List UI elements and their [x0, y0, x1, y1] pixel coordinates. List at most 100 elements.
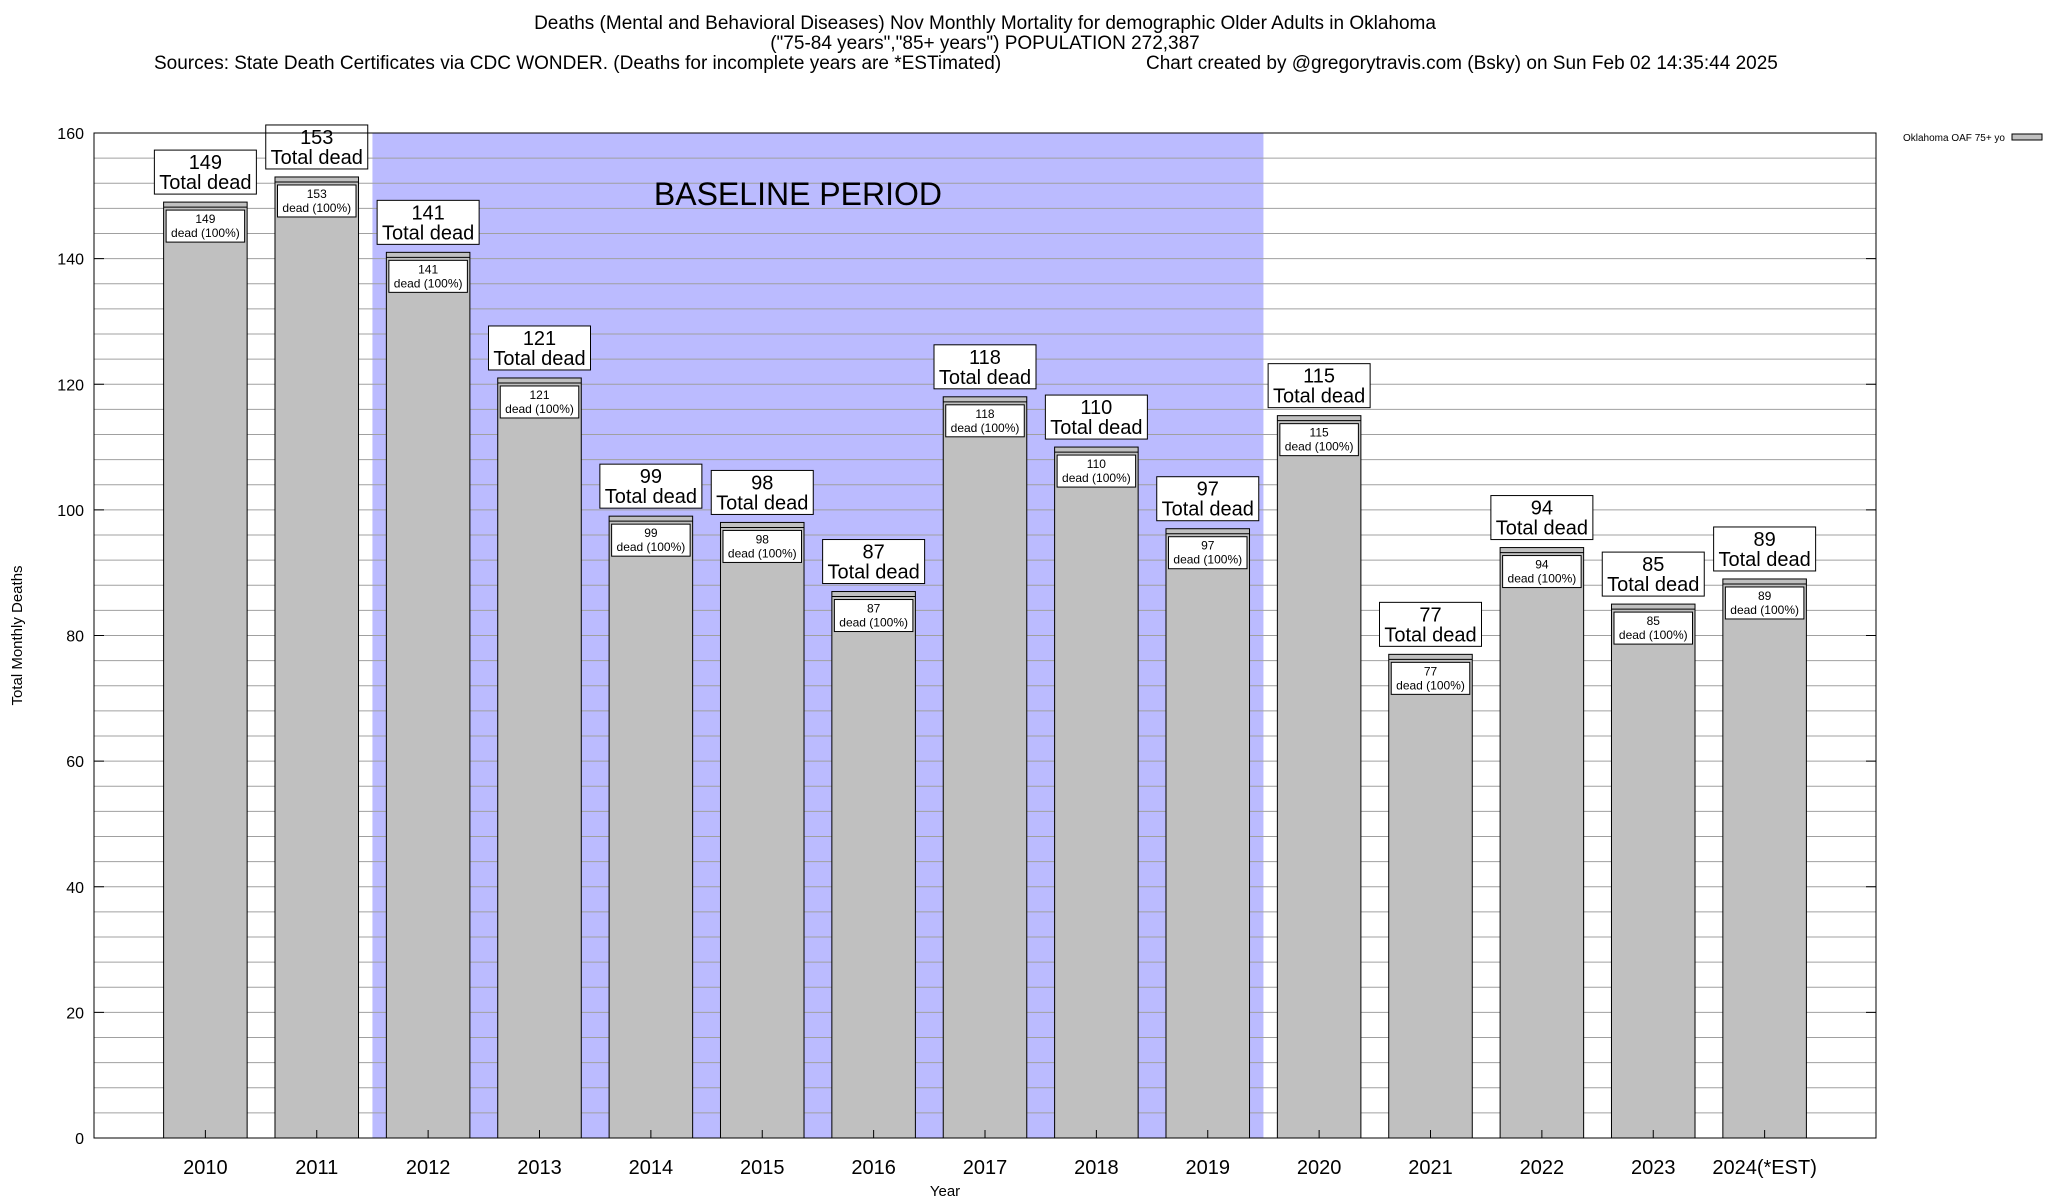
- inner-label-text: dead (100%): [505, 402, 574, 416]
- total-label-text: Total dead: [716, 492, 808, 514]
- total-label-text: Total dead: [1273, 386, 1365, 408]
- total-label-value: 149: [189, 152, 222, 174]
- total-label-value: 77: [1419, 604, 1441, 626]
- x-tick-label: 2016: [851, 1157, 896, 1179]
- y-tick-label: 100: [57, 503, 84, 520]
- x-tick-label: 2018: [1074, 1157, 1119, 1179]
- inner-label-text: dead (100%): [171, 226, 240, 240]
- x-tick-label: 2020: [1297, 1157, 1342, 1179]
- y-tick-label: 120: [57, 377, 84, 394]
- bar: [1165, 528, 1251, 1139]
- inner-label-value: 141: [418, 262, 438, 276]
- inner-label-text: dead (100%): [1173, 553, 1242, 567]
- y-tick-label: 0: [75, 1131, 84, 1148]
- inner-label-box: [388, 259, 468, 293]
- total-label-box: [599, 463, 703, 509]
- total-label-box: [265, 124, 369, 170]
- inner-label-text: dead (100%): [1285, 440, 1354, 454]
- bar: [1276, 415, 1362, 1139]
- total-label-value: 98: [751, 472, 773, 494]
- inner-label-box: [1167, 536, 1248, 570]
- inner-label-value: 77: [1424, 664, 1438, 678]
- total-label-box: [822, 539, 926, 585]
- total-label-text: Total dead: [1162, 499, 1254, 521]
- inner-label-box: [1724, 586, 1805, 620]
- inner-label-text: dead (100%): [1062, 471, 1131, 485]
- chart-title: Deaths (Mental and Behavioral Diseases) …: [534, 13, 1436, 34]
- inner-label-box: [1502, 555, 1582, 589]
- x-tick-label: 2010: [183, 1157, 228, 1179]
- bar: [385, 251, 471, 1139]
- inner-label-text: dead (100%): [839, 616, 908, 630]
- legend-label: Oklahoma OAF 75+ yo: [1903, 133, 2005, 144]
- total-label-text: Total dead: [1050, 417, 1142, 439]
- inner-label-text: dead (100%): [951, 421, 1020, 435]
- total-label-text: Total dead: [159, 172, 251, 194]
- inner-label-value: 149: [195, 212, 215, 226]
- chart-titles: Deaths (Mental and Behavioral Diseases) …: [0, 0, 2048, 80]
- total-label-text: Total dead: [493, 348, 585, 370]
- inner-label-box: [1390, 661, 1471, 695]
- total-label-value: 121: [523, 328, 556, 350]
- inner-label-value: 99: [644, 526, 658, 540]
- baseline-label: BASELINE PERIOD: [654, 176, 942, 212]
- inner-label-value: 87: [867, 602, 881, 616]
- legend-swatch: [2011, 133, 2043, 141]
- total-label-box: [933, 344, 1037, 390]
- inner-label-box: [165, 209, 246, 243]
- chart-subtitle: ("75-84 years","85+ years") POPULATION 2…: [770, 33, 1200, 54]
- total-label-value: 99: [640, 466, 662, 488]
- inner-label-text: dead (100%): [1619, 628, 1688, 642]
- inner-label-value: 110: [1087, 457, 1106, 471]
- inner-label-text: dead (100%): [394, 276, 463, 290]
- y-tick-label: 20: [66, 1005, 84, 1022]
- inner-label-box: [276, 184, 357, 218]
- inner-label-value: 121: [529, 388, 549, 402]
- y-axis-label: Total Monthly Deaths: [9, 565, 26, 705]
- total-label-box: [1490, 495, 1594, 541]
- total-label-box: [1601, 551, 1705, 597]
- total-label-text: Total dead: [382, 222, 474, 244]
- inner-label-value: 98: [756, 532, 770, 546]
- x-tick-label: 2012: [406, 1157, 451, 1179]
- total-label-text: Total dead: [1496, 518, 1588, 540]
- total-label-text: Total dead: [605, 486, 697, 508]
- x-tick-label: 2014: [629, 1157, 674, 1179]
- inner-label-box: [1613, 611, 1694, 645]
- inner-label-value: 115: [1310, 426, 1329, 440]
- bar: [1610, 603, 1696, 1139]
- inner-label-value: 153: [307, 187, 327, 201]
- inner-label-box: [722, 529, 803, 563]
- y-tick-label: 40: [66, 880, 84, 897]
- inner-label-value: 118: [975, 407, 994, 421]
- inner-label-text: dead (100%): [728, 546, 797, 560]
- y-tick-label: 60: [66, 754, 84, 771]
- total-label-box: [1379, 601, 1482, 647]
- total-label-text: Total dead: [939, 367, 1031, 389]
- inner-label-box: [1056, 454, 1137, 488]
- y-tick-label: 80: [66, 629, 84, 646]
- bar: [831, 591, 916, 1139]
- x-tick-label: 2013: [517, 1157, 562, 1179]
- bar: [942, 396, 1028, 1139]
- total-label-value: 94: [1531, 498, 1553, 520]
- bar: [1054, 446, 1139, 1139]
- x-axis-label: Year: [930, 1183, 960, 1200]
- total-label-value: 87: [863, 542, 885, 564]
- bar: [497, 377, 582, 1139]
- x-tick-label: 2022: [1520, 1157, 1565, 1179]
- total-label-value: 115: [1303, 366, 1335, 388]
- inner-label-text: dead (100%): [1508, 572, 1577, 586]
- x-tick-label: 2024(*EST): [1712, 1157, 1817, 1179]
- y-tick-label: 140: [57, 252, 84, 269]
- total-label-text: Total dead: [271, 147, 363, 169]
- bar: [719, 521, 805, 1139]
- total-label-box: [1044, 394, 1148, 440]
- inner-label-value: 94: [1535, 558, 1549, 572]
- total-label-box: [488, 325, 591, 371]
- x-tick-label: 2023: [1631, 1157, 1676, 1179]
- total-label-box: [376, 199, 480, 245]
- inner-label-box: [945, 404, 1025, 438]
- bar: [608, 515, 694, 1139]
- inner-label-text: dead (100%): [1730, 603, 1799, 617]
